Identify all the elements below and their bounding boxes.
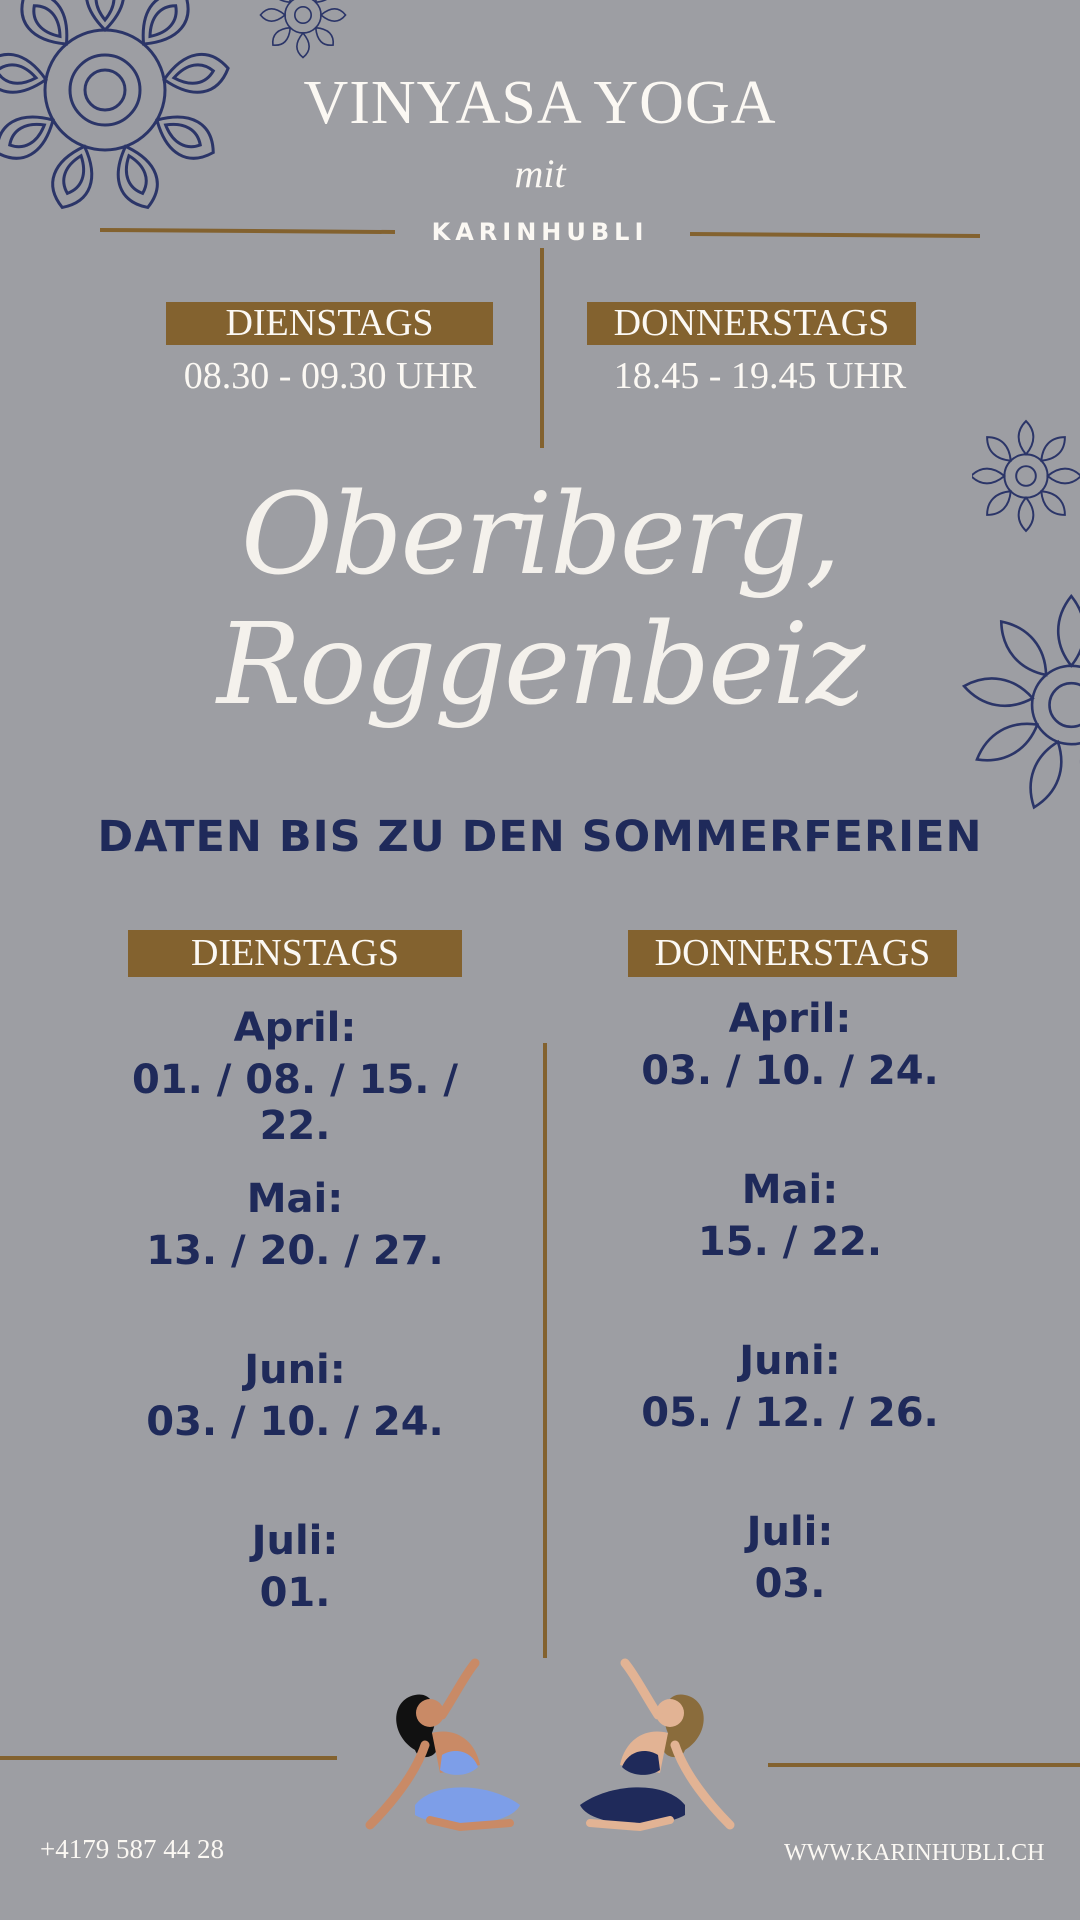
month-group: Juli: 03. <box>590 1509 990 1607</box>
divider-line <box>540 248 544 448</box>
column-badge-dienstags: DIENSTAGS <box>128 930 462 977</box>
month-group: Juni: 03. / 10. / 24. <box>95 1347 495 1518</box>
month-label: Juli: <box>251 1518 339 1564</box>
time-dienstags: 08.30 - 09.30 UHR <box>183 355 477 397</box>
dates-heading: DATEN BIS ZU DEN SOMMERFERIEN <box>97 812 983 862</box>
month-group: Mai: 13. / 20. / 27. <box>95 1176 495 1347</box>
yoga-woman-right-icon <box>580 1658 735 1832</box>
month-dates: 01. / 08. / 15. / 22. <box>131 1057 459 1149</box>
month-group: April: 03. / 10. / 24. <box>590 996 990 1167</box>
day-badge-dienstags: DIENSTAGS <box>166 302 493 345</box>
page-title: VINYASA YOGA <box>303 69 777 137</box>
website-link[interactable]: WWW.KARINHUBLI.CH <box>784 1840 1045 1866</box>
yoga-woman-left-icon <box>365 1658 520 1832</box>
month-label: Juni: <box>244 1347 346 1393</box>
column-badge-donnerstags: DONNERSTAGS <box>628 930 957 977</box>
location-title: Oberiberg, Roggenbeiz <box>216 470 865 730</box>
subtitle-mit: mit <box>514 151 566 196</box>
month-label: Juli: <box>746 1509 834 1555</box>
time-donnerstags: 18.45 - 19.45 UHR <box>613 355 907 397</box>
dienstags-dates: April: 01. / 08. / 15. / 22. Mai: 13. / … <box>95 1005 495 1616</box>
month-group: Juli: 01. <box>95 1518 495 1616</box>
divider-line <box>768 1763 1080 1767</box>
month-group: Juni: 05. / 12. / 26. <box>590 1338 990 1509</box>
month-dates: 05. / 12. / 26. <box>641 1390 939 1436</box>
brand-name: KARINHUBLI <box>431 218 649 246</box>
month-dates: 03. / 10. / 24. <box>641 1048 939 1094</box>
day-badge-donnerstags: DONNERSTAGS <box>587 302 916 345</box>
mandala-icon <box>259 0 347 59</box>
month-label: April: <box>233 1005 357 1051</box>
mandala-icon <box>972 419 1080 532</box>
month-dates: 01. <box>259 1570 331 1616</box>
month-group: April: 01. / 08. / 15. / 22. <box>95 1005 495 1176</box>
mandala-icon <box>0 0 233 216</box>
month-label: Mai: <box>246 1176 344 1222</box>
month-dates: 03. <box>754 1561 826 1607</box>
month-label: Juni: <box>739 1338 841 1384</box>
divider-line <box>0 1756 337 1760</box>
month-dates: 15. / 22. <box>697 1219 883 1265</box>
divider-line <box>543 1043 547 1658</box>
phone-number: +4179 587 44 28 <box>40 1834 224 1864</box>
month-label: Mai: <box>741 1167 839 1213</box>
month-group: Mai: 15. / 22. <box>590 1167 990 1338</box>
month-label: April: <box>728 996 852 1042</box>
mandala-icon <box>960 593 1080 814</box>
month-dates: 03. / 10. / 24. <box>146 1399 444 1445</box>
donnerstags-dates: April: 03. / 10. / 24. Mai: 15. / 22. Ju… <box>590 996 990 1607</box>
month-dates: 13. / 20. / 27. <box>146 1228 444 1274</box>
